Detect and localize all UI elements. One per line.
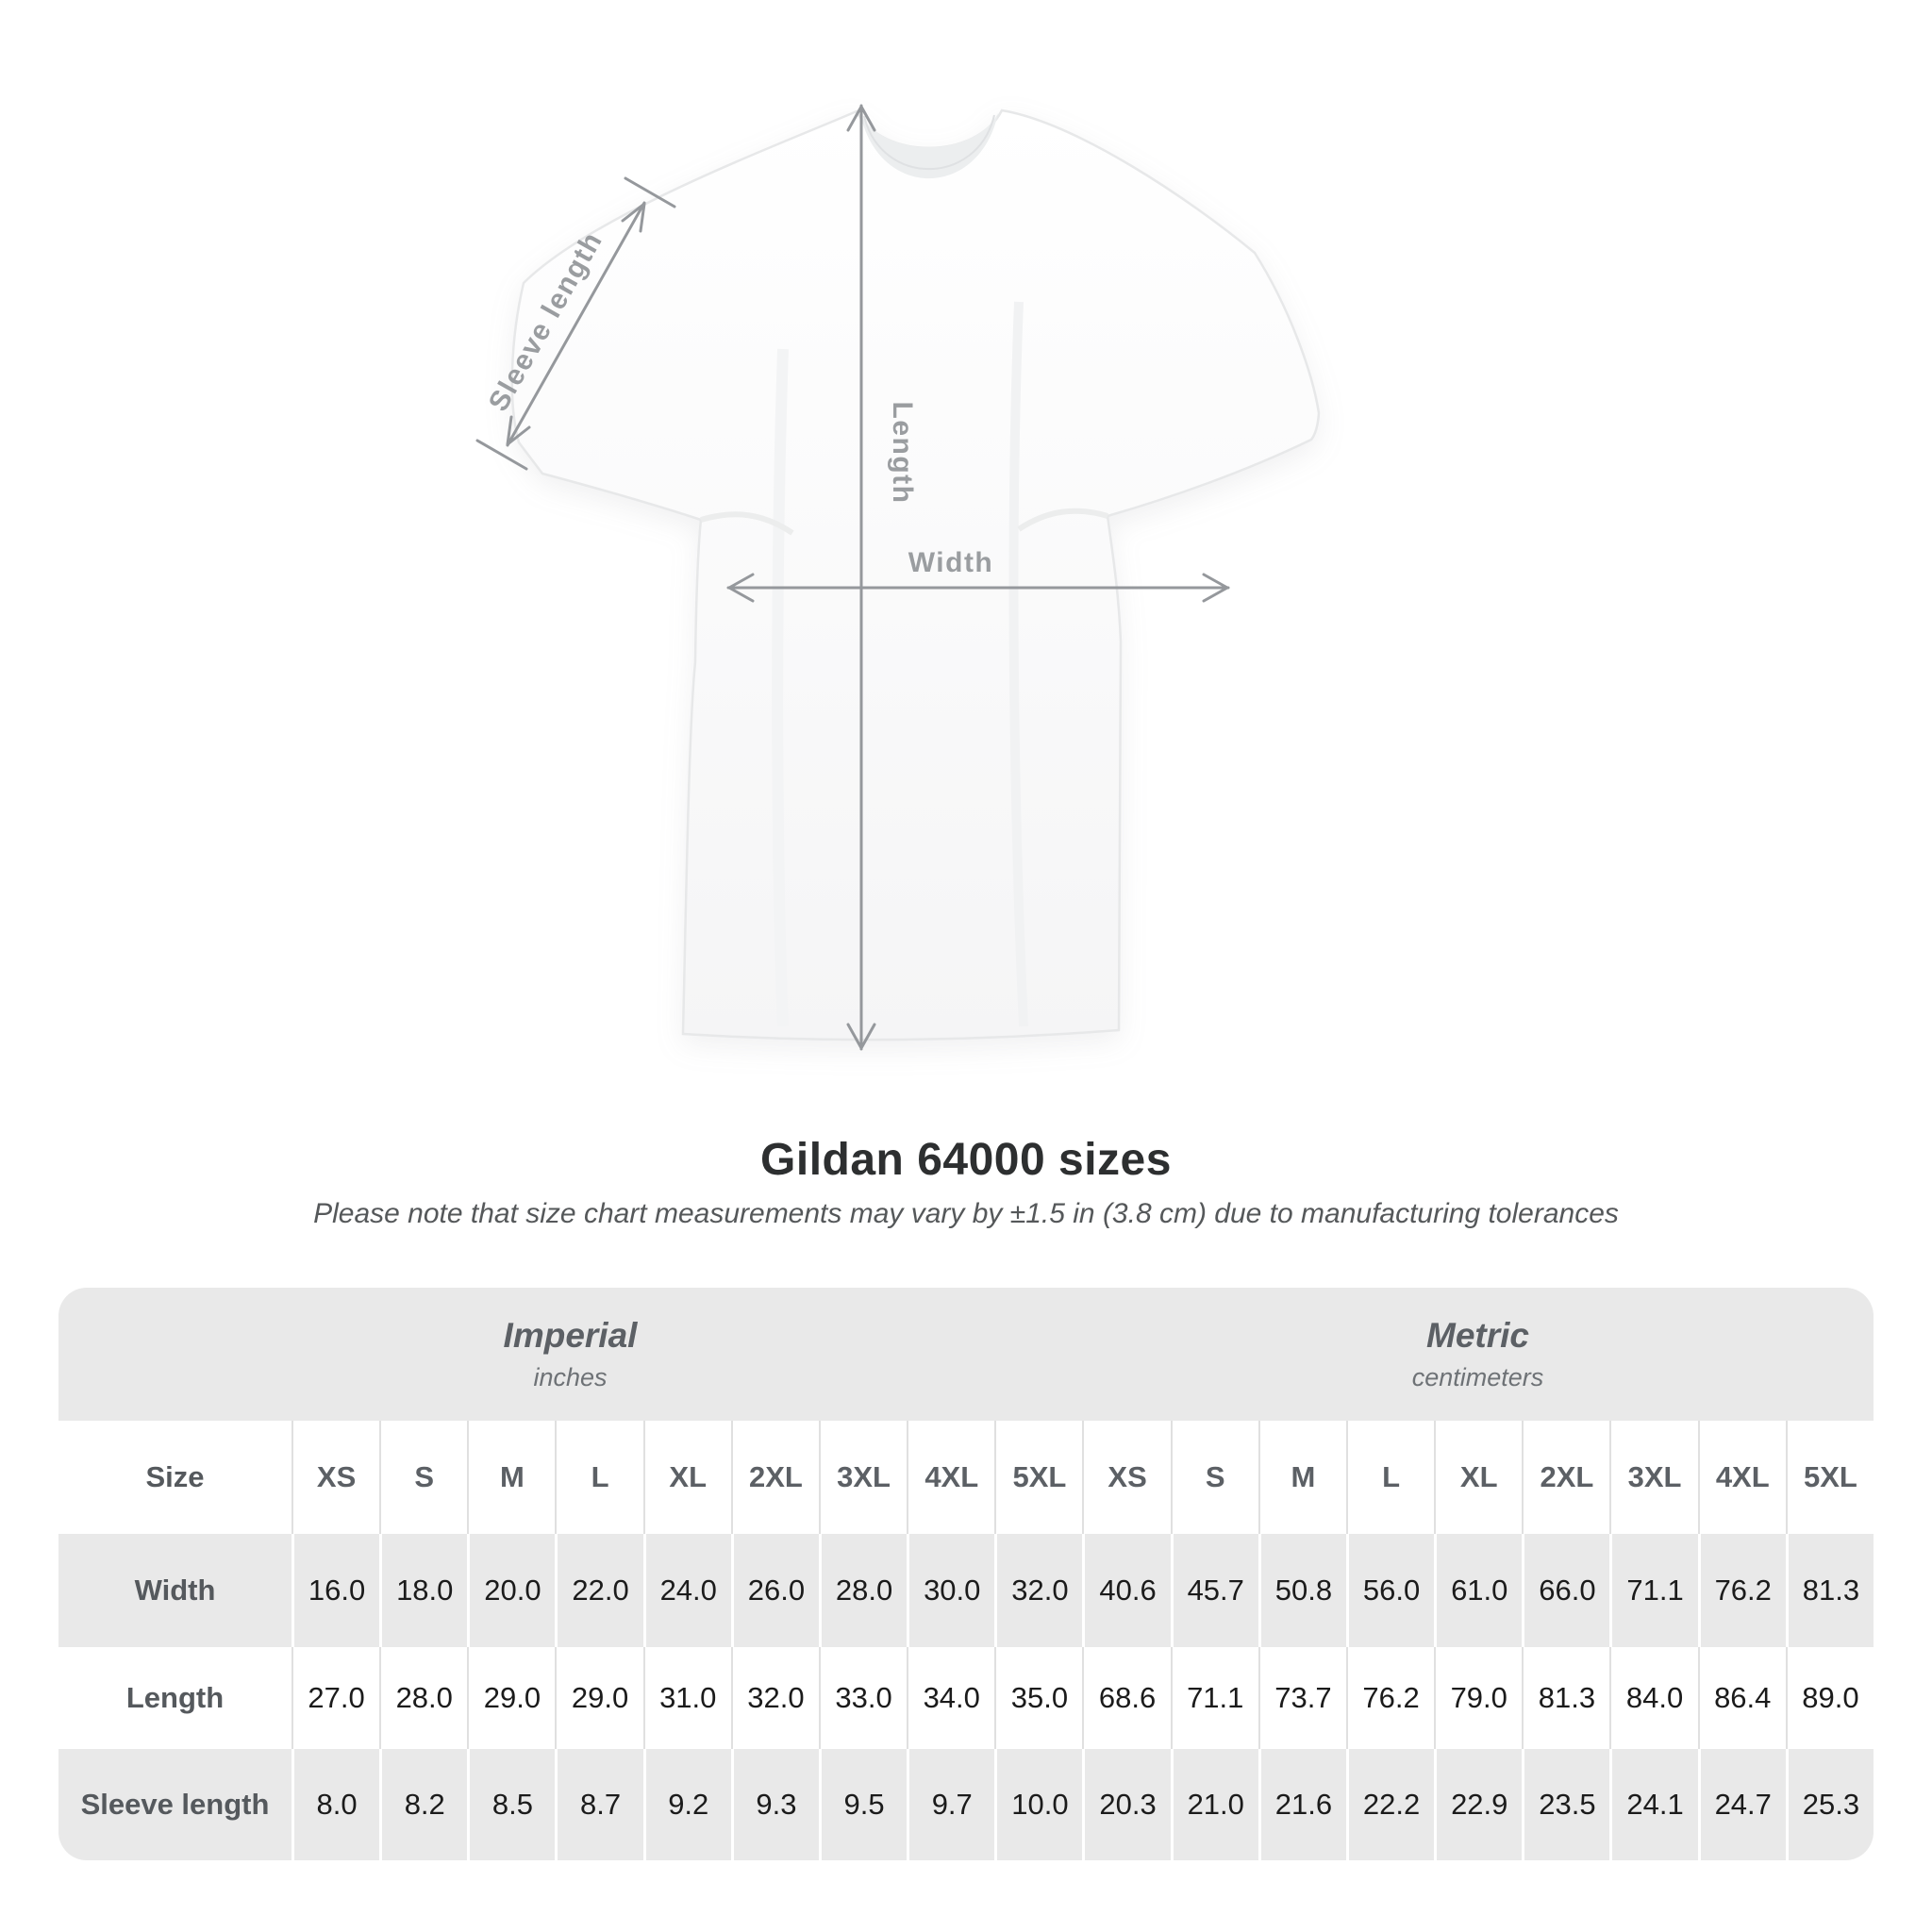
row-label: Sleeve length (58, 1749, 291, 1860)
value-cell: 86.4 (1699, 1647, 1786, 1749)
size-header-cell: 2XL (732, 1421, 819, 1534)
value-cell: 68.6 (1084, 1647, 1171, 1749)
value-cell: 22.0 (558, 1534, 643, 1647)
value-cell: 27.0 (293, 1647, 380, 1749)
size-column-header: Size (58, 1421, 291, 1534)
value-cell: 9.7 (909, 1749, 995, 1860)
size-header-cell: XS (1084, 1421, 1171, 1534)
value-cell: 33.0 (820, 1647, 908, 1749)
size-table: Imperial inches Metric centimeters Size … (58, 1288, 1874, 1860)
size-header-cell: 4XL (908, 1421, 995, 1534)
value-cell: 66.0 (1524, 1534, 1610, 1647)
value-cell: 32.0 (732, 1647, 819, 1749)
size-header-cell: XL (644, 1421, 731, 1534)
size-header-cell: M (469, 1421, 556, 1534)
value-cell: 26.0 (733, 1534, 819, 1647)
size-header-cell: 3XL (820, 1421, 908, 1534)
value-cell: 8.7 (558, 1749, 643, 1860)
value-cell: 24.1 (1612, 1749, 1698, 1860)
value-cell: 81.3 (1524, 1647, 1610, 1749)
tshirt-photo (510, 108, 1321, 1041)
value-cell: 9.3 (733, 1749, 819, 1860)
value-cell: 28.0 (381, 1647, 468, 1749)
metric-label: Metric (1426, 1316, 1529, 1355)
value-cell: 22.9 (1437, 1749, 1523, 1860)
value-cell: 8.5 (470, 1749, 556, 1860)
size-header-cell: M (1259, 1421, 1346, 1534)
value-cell: 9.2 (645, 1749, 731, 1860)
value-cell: 84.0 (1611, 1647, 1698, 1749)
value-cell: 61.0 (1437, 1534, 1523, 1647)
value-cell: 81.3 (1788, 1534, 1874, 1647)
imperial-header: Imperial inches (58, 1288, 1082, 1421)
sleeve-length-arrow (506, 201, 646, 447)
value-cell: 18.0 (382, 1534, 468, 1647)
page-title: Gildan 64000 sizes (760, 1135, 1172, 1185)
collar (860, 113, 998, 179)
value-cell: 29.0 (557, 1647, 643, 1749)
value-cell: 16.0 (294, 1534, 380, 1647)
unit-header-row: Imperial inches Metric centimeters (58, 1288, 1874, 1421)
value-cell: 8.0 (294, 1749, 380, 1860)
size-header-cell: 3XL (1611, 1421, 1698, 1534)
value-cell: 32.0 (997, 1534, 1083, 1647)
size-header-cell: 5XL (996, 1421, 1083, 1534)
value-cell: 76.2 (1347, 1647, 1435, 1749)
value-cell: 8.2 (382, 1749, 468, 1860)
value-cell: 89.0 (1787, 1647, 1874, 1749)
value-cell: 79.0 (1436, 1647, 1523, 1749)
value-cell: 23.5 (1524, 1749, 1610, 1860)
size-header-row: Size XS S M L XL 2XL 3XL 4XL 5XL XS S M … (58, 1421, 1874, 1534)
value-cell: 76.2 (1700, 1534, 1786, 1647)
length-label: Length (887, 401, 918, 505)
value-cell: 34.0 (908, 1647, 995, 1749)
width-label: Width (908, 547, 994, 578)
value-cell: 45.7 (1173, 1534, 1258, 1647)
size-header-cell: XL (1436, 1421, 1523, 1534)
value-cell: 71.1 (1172, 1647, 1258, 1749)
table-row-width: Width 16.0 18.0 20.0 22.0 24.0 26.0 28.0… (58, 1534, 1874, 1647)
value-cell: 25.3 (1788, 1749, 1874, 1860)
metric-unit-label: centimeters (1411, 1363, 1544, 1391)
size-header-cell: S (381, 1421, 468, 1534)
page-subtitle: Please note that size chart measurements… (313, 1198, 1619, 1229)
size-header-cell: 5XL (1787, 1421, 1874, 1534)
value-cell: 10.0 (997, 1749, 1083, 1860)
value-cell: 22.2 (1348, 1749, 1435, 1860)
row-label: Width (58, 1534, 291, 1647)
table-row-length: Length 27.0 28.0 29.0 29.0 31.0 32.0 33.… (58, 1647, 1874, 1749)
value-cell: 35.0 (996, 1647, 1083, 1749)
metric-header: Metric centimeters (1082, 1288, 1874, 1421)
value-cell: 50.8 (1260, 1534, 1346, 1647)
value-cell: 56.0 (1348, 1534, 1435, 1647)
size-header-cell: 4XL (1699, 1421, 1786, 1534)
value-cell: 21.0 (1173, 1749, 1258, 1860)
value-cell: 30.0 (909, 1534, 995, 1647)
value-cell: 28.0 (821, 1534, 908, 1647)
imperial-unit-label: inches (533, 1363, 608, 1391)
tshirt-diagram (475, 104, 1321, 1051)
row-label: Length (58, 1647, 291, 1749)
value-cell: 24.7 (1700, 1749, 1786, 1860)
table-row-sleeve-length: Sleeve length 8.0 8.2 8.5 8.7 9.2 9.3 9.… (58, 1749, 1874, 1860)
value-cell: 73.7 (1259, 1647, 1346, 1749)
value-cell: 31.0 (644, 1647, 731, 1749)
value-cell: 24.0 (645, 1534, 731, 1647)
value-cell: 20.0 (470, 1534, 556, 1647)
size-header-cell: L (557, 1421, 643, 1534)
value-cell: 40.6 (1085, 1534, 1171, 1647)
size-header-cell: 2XL (1524, 1421, 1610, 1534)
size-header-cell: XS (293, 1421, 380, 1534)
value-cell: 21.6 (1260, 1749, 1346, 1860)
size-header-cell: L (1347, 1421, 1435, 1534)
measurement-arrows (475, 104, 1230, 1051)
value-cell: 29.0 (469, 1647, 556, 1749)
imperial-label: Imperial (503, 1316, 638, 1355)
size-header-cell: S (1172, 1421, 1258, 1534)
value-cell: 9.5 (821, 1749, 908, 1860)
value-cell: 20.3 (1085, 1749, 1171, 1860)
value-cell: 71.1 (1612, 1534, 1698, 1647)
